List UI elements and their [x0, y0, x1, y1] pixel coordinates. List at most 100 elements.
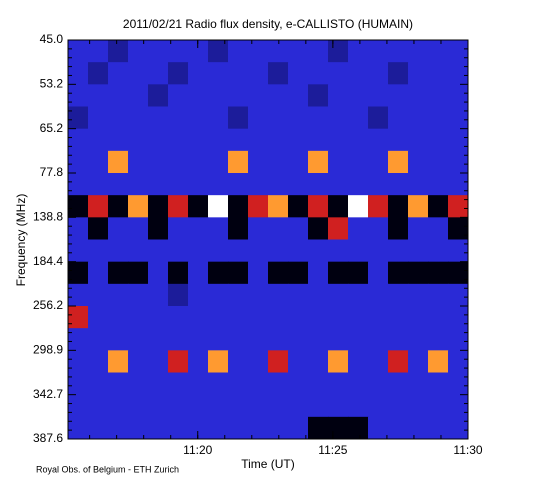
heatmap-cell [428, 416, 449, 440]
heatmap-cell [248, 217, 269, 240]
heatmap-cell [128, 306, 149, 329]
heatmap-cell [328, 40, 349, 63]
heatmap-cell [148, 106, 169, 130]
y-tick-label: 53.2 [40, 77, 64, 91]
heatmap-cell [428, 128, 449, 152]
heatmap-cell [328, 261, 349, 285]
heatmap-cell [108, 150, 129, 174]
heatmap-cell [108, 62, 129, 85]
heatmap-cell [128, 62, 149, 85]
heatmap-cell [408, 283, 429, 307]
heatmap-cell [448, 283, 469, 307]
heatmap-cell [348, 128, 369, 152]
heatmap-cell [88, 106, 109, 130]
heatmap-cell [208, 195, 229, 218]
x-axis-label: Time (UT) [241, 457, 295, 471]
heatmap-cell [308, 128, 329, 152]
heatmap-cell [288, 416, 309, 440]
heatmap-cell [108, 128, 129, 152]
heatmap-cell [328, 283, 349, 307]
heatmap-cell [208, 394, 229, 418]
y-tick-label: 256.2 [33, 298, 63, 312]
heatmap-cell [428, 239, 449, 263]
heatmap-cell [308, 40, 329, 63]
heatmap-cell [368, 261, 389, 285]
heatmap-cell [108, 106, 129, 130]
heatmap-cell [88, 195, 109, 218]
heatmap-cell [168, 328, 189, 351]
heatmap-cell [308, 239, 329, 263]
heatmap-cell [348, 372, 369, 396]
heatmap-cell [348, 416, 369, 440]
heatmap-cell [348, 328, 369, 351]
heatmap-cell [348, 62, 369, 85]
heatmap-cell [128, 394, 149, 418]
heatmap-cell [268, 239, 289, 263]
heatmap-cell [308, 328, 329, 351]
heatmap-cell [168, 128, 189, 152]
heatmap-cell [448, 106, 469, 130]
heatmap-cell [168, 283, 189, 307]
heatmap-cell [408, 150, 429, 174]
heatmap-cell [408, 394, 429, 418]
heatmap-cell [388, 106, 409, 130]
heatmap-cell [328, 106, 349, 130]
heatmap-cell [88, 84, 109, 107]
heatmap-cell [68, 62, 89, 85]
y-tick-label: 138.8 [33, 210, 63, 224]
heatmap-cell [328, 416, 349, 440]
heatmap-cell [328, 217, 349, 240]
heatmap-cell [208, 372, 229, 396]
heatmap-cell [348, 283, 369, 307]
heatmap-cell [68, 173, 89, 196]
heatmap-cell [368, 217, 389, 240]
heatmap-cell [148, 195, 169, 218]
y-axis-label: Frequency (MHz) [14, 194, 28, 287]
heatmap-cell [88, 350, 109, 373]
heatmap-cell [228, 173, 249, 196]
heatmap-cell [328, 350, 349, 373]
heatmap-cell [448, 350, 469, 373]
heatmap-cell [128, 372, 149, 396]
heatmap-cell [308, 350, 329, 373]
heatmap-cell [428, 40, 449, 63]
heatmap-cell [248, 239, 269, 263]
heatmap-cell [408, 40, 429, 63]
heatmap-cell [268, 306, 289, 329]
heatmap-cell [368, 195, 389, 218]
heatmap-cell [408, 62, 429, 85]
heatmap-cell [68, 416, 89, 440]
heatmap-cell [108, 350, 129, 373]
heatmap-cell [328, 195, 349, 218]
heatmap-cell [448, 62, 469, 85]
heatmap-cell [208, 350, 229, 373]
heatmap-cell [148, 239, 169, 263]
heatmap-cell [208, 328, 229, 351]
heatmap-cell [188, 416, 209, 440]
heatmap-cell [428, 62, 449, 85]
heatmap-cell [348, 106, 369, 130]
heatmap-cell [368, 62, 389, 85]
heatmap-cell [368, 150, 389, 174]
heatmap-cell [108, 239, 129, 263]
heatmap-cell [428, 84, 449, 107]
heatmap-cell [128, 106, 149, 130]
heatmap-cell [388, 306, 409, 329]
heatmap-cell [308, 62, 329, 85]
heatmap-cell [288, 106, 309, 130]
heatmap-cell [288, 350, 309, 373]
heatmap-cell [328, 150, 349, 174]
heatmap-cell [108, 306, 129, 329]
heatmap-cell [108, 195, 129, 218]
heatmap-cell [168, 350, 189, 373]
heatmap-cell [268, 173, 289, 196]
heatmap-cell [68, 394, 89, 418]
heatmap-cell [108, 372, 129, 396]
heatmap-cell [328, 84, 349, 107]
heatmap-cell [248, 128, 269, 152]
heatmap-cell [188, 372, 209, 396]
heatmap-cell [168, 239, 189, 263]
heatmap-cell [168, 217, 189, 240]
heatmap-cell [108, 261, 129, 285]
